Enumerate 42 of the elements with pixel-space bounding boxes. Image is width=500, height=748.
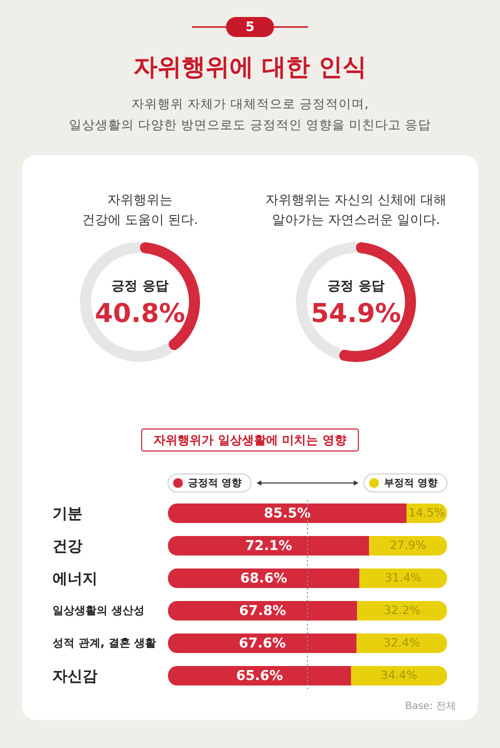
slice-label: 긍정 응답 (328, 279, 384, 294)
legend-label: 부정적 영향 (384, 478, 438, 489)
data-label: 54.9% (310, 299, 402, 329)
data-label: 40.8% (94, 299, 186, 329)
bar (356, 634, 447, 653)
data-label: 32.2% (384, 602, 420, 617)
y-tick-label: 건강 (52, 536, 82, 555)
text: 자위행위에 대한 인식 (134, 53, 366, 81)
legend-label: 긍정적 영향 (188, 478, 242, 489)
text: 5 (245, 20, 255, 35)
bar (369, 536, 447, 556)
data-label: 31.4% (384, 570, 422, 584)
bar (168, 504, 407, 523)
y-tick-label: 자신감 (52, 666, 98, 685)
data-label: 27.9% (390, 538, 426, 552)
bar (357, 601, 447, 620)
slice-label: 긍정 응답 (112, 279, 168, 294)
text: 자위행위 자체가 대체적으로 긍정적이며, 일상생활의 다양한 방면으로도 긍정적인 영향을 미친다고 응답 (69, 96, 431, 132)
bar (168, 666, 352, 686)
text: Base: 전체 (405, 701, 456, 712)
data-label: 72.1% (245, 538, 292, 554)
y-tick-label: 성적 관계, 결혼 생활 (52, 636, 156, 650)
y-tick-label: 에너지 (52, 569, 98, 588)
data-label: 34.4% (380, 668, 418, 682)
data-label: 85.5% (264, 505, 312, 522)
data-label: 65.6% (236, 668, 284, 684)
bar (168, 634, 357, 653)
y-tick-label: 기분 (52, 504, 82, 522)
data-label: 68.6% (240, 570, 288, 586)
data-label: 14.5% (408, 505, 446, 520)
bar (359, 568, 447, 588)
data-label: 32.4% (384, 635, 420, 650)
bar (168, 568, 360, 588)
chart-title: 자위행위가 일상생활에 미치는 영향 (154, 433, 346, 447)
data-label: 67.8% (239, 602, 286, 619)
bar (351, 666, 447, 686)
bar (168, 601, 358, 620)
chart-title: 자위행위는 자신의 신체에 대해 알아가는 자연스러운 일이다. (265, 193, 447, 228)
bar (168, 536, 370, 556)
data-label: 67.6% (238, 635, 286, 652)
chart-title: 자위행위는 건강에 도움이 된다. (82, 193, 198, 228)
y-tick-label: 일상생활의 생산성 (52, 604, 144, 617)
